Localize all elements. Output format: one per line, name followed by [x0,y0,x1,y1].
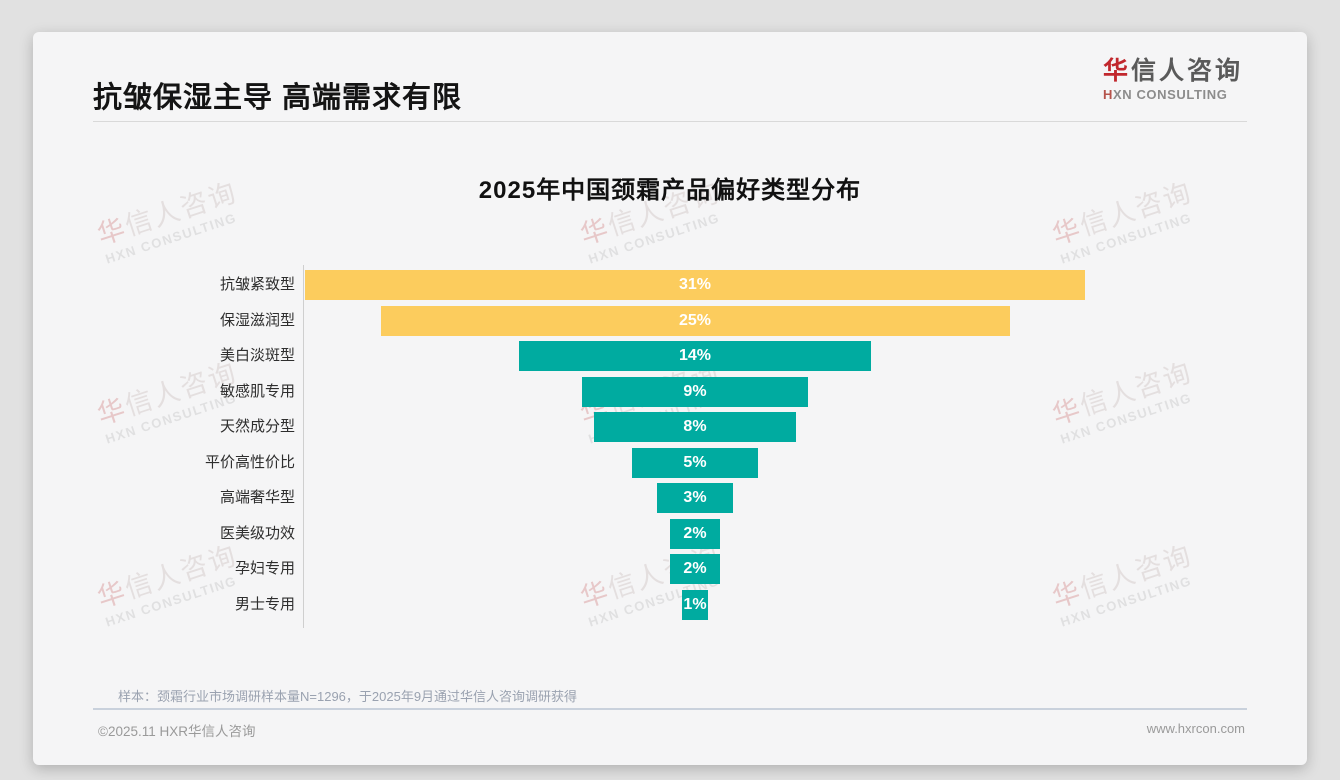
value-label: 8% [683,418,707,435]
category-label: 医美级功效 [219,524,295,542]
chart-row: 美白淡斑型 14% [33,341,1307,371]
watermark-cn-first-char: 华 [93,212,131,251]
bar: 31% [305,270,1085,300]
company-logo: 华信人咨询 HXN CONSULTING [1102,57,1243,102]
chart-row: 平价高性价比 5% [33,447,1307,478]
bar: 1% [682,589,708,620]
bar: 2% [669,518,721,549]
sample-footnote: 样本：颈霜行业市场调研样本量N=1296，于2025年9月通过华信人咨询调研获得 [118,689,578,704]
category-label: 孕妇专用 [234,560,295,577]
chart-row: 医美级功效 2% [33,518,1307,549]
category-label: 保湿滋润型 [219,311,295,329]
category-label: 平价高性价比 [204,453,295,471]
category-label: 美白淡斑型 [219,347,295,364]
chart-row: 抗皱紧致型 31% [33,270,1307,300]
category-label: 男士专用 [234,595,295,613]
bar: 25% [380,305,1010,336]
chart-row: 高端奢华型 3% [33,483,1307,513]
funnel-bar-chart: 抗皱紧致型 31% 保湿滋润型 25% 美白淡斑型 14% 敏感肌专用 9% 天然成分型 8% 平价… [33,265,1307,628]
value-label: 2% [683,524,707,542]
bar: 3% [657,483,733,513]
value-label: 5% [683,453,707,471]
bar: 9% [581,376,809,407]
chart-title: 2025年中国颈霜产品偏好类型分布 [478,177,862,204]
value-label: 25% [678,311,712,329]
category-label: 敏感肌专用 [219,382,295,400]
chart-row: 天然成分型 8% [33,412,1307,442]
logo-cn-text: 华信人咨询 [1102,57,1243,86]
copyright-text: ©2025.11 HXR华信人咨询 [98,724,256,739]
category-label: 天然成分型 [219,418,295,435]
logo-cn-rest: 信人咨询 [1130,57,1243,85]
value-label: 14% [678,347,711,364]
value-label: 2% [683,560,707,577]
chart-row: 男士专用 1% [33,589,1307,620]
value-label: 1% [683,595,707,613]
logo-cn-first-char: 华 [1102,57,1131,85]
category-label: 抗皱紧致型 [219,276,295,293]
y-axis-line [303,265,304,628]
value-label: 9% [683,382,707,400]
logo-en-rest: XN CONSULTING [1112,86,1228,102]
bar: 14% [518,341,872,371]
watermark-cn-first-char: 华 [1048,212,1086,251]
logo-en-text: HXN CONSULTING [1103,87,1243,102]
website-text: www.hxrcon.com [1146,721,1245,736]
bar: 2% [669,554,721,584]
footer-divider [93,708,1247,710]
chart-row: 敏感肌专用 9% [33,376,1307,407]
category-label: 高端奢华型 [219,489,295,506]
logo-en-first-char: H [1102,86,1113,102]
bar: 8% [594,412,796,442]
watermark-cn-first-char: 华 [576,212,614,251]
page-title: 抗皱保湿主导 高端需求有限 [93,82,463,114]
slide-card: 抗皱保湿主导 高端需求有限 华信人咨询 HXN CONSULTING 2025年… [33,32,1307,765]
value-label: 3% [683,489,707,506]
bar: 5% [632,447,758,478]
chart-row: 保湿滋润型 25% [33,305,1307,336]
value-label: 31% [678,276,711,293]
chart-rows: 抗皱紧致型 31% 保湿滋润型 25% 美白淡斑型 14% 敏感肌专用 9% 天然成分型 8% 平价… [33,270,1307,620]
title-divider [93,121,1247,122]
chart-row: 孕妇专用 2% [33,554,1307,584]
